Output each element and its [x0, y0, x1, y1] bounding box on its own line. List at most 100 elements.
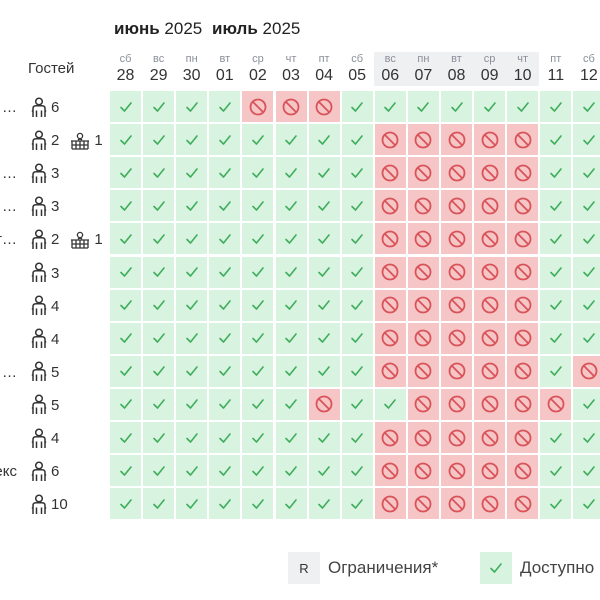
restricted-cell[interactable] [474, 455, 506, 487]
available-cell[interactable] [275, 322, 307, 354]
restricted-cell[interactable] [474, 190, 506, 222]
available-cell[interactable] [341, 322, 373, 354]
available-cell[interactable] [110, 124, 141, 156]
available-cell[interactable] [275, 388, 307, 420]
available-cell[interactable] [573, 322, 600, 354]
available-cell[interactable] [275, 455, 307, 487]
available-cell[interactable] [209, 190, 241, 222]
available-cell[interactable] [143, 355, 175, 387]
restricted-cell[interactable] [407, 355, 439, 387]
restricted-cell[interactable] [374, 256, 406, 288]
restricted-cell[interactable] [441, 455, 472, 487]
available-cell[interactable] [341, 388, 373, 420]
available-cell[interactable] [341, 289, 373, 321]
restricted-cell[interactable] [407, 223, 439, 255]
restricted-cell[interactable] [474, 124, 506, 156]
available-cell[interactable] [209, 223, 241, 255]
available-cell[interactable] [573, 256, 600, 288]
available-cell[interactable] [275, 488, 307, 520]
available-cell[interactable] [441, 91, 472, 122]
restricted-cell[interactable] [407, 422, 439, 453]
available-cell[interactable] [143, 256, 175, 288]
available-cell[interactable] [242, 124, 274, 156]
restricted-cell[interactable] [441, 422, 472, 453]
available-cell[interactable] [176, 91, 208, 122]
available-cell[interactable] [242, 455, 274, 487]
available-cell[interactable] [176, 157, 208, 189]
available-cell[interactable] [573, 422, 600, 453]
room-name[interactable]: т… [0, 231, 17, 249]
available-cell[interactable] [573, 91, 600, 122]
available-cell[interactable] [143, 124, 175, 156]
available-cell[interactable] [209, 256, 241, 288]
available-cell[interactable] [143, 455, 175, 487]
restricted-cell[interactable] [441, 124, 472, 156]
restricted-cell[interactable] [441, 223, 472, 255]
available-cell[interactable] [110, 488, 141, 520]
available-cell[interactable] [110, 422, 141, 453]
restricted-cell[interactable] [441, 190, 472, 222]
available-cell[interactable] [540, 355, 572, 387]
restricted-cell[interactable] [441, 256, 472, 288]
available-cell[interactable] [341, 157, 373, 189]
restricted-cell[interactable] [374, 223, 406, 255]
available-cell[interactable] [374, 91, 406, 122]
restricted-cell[interactable] [507, 190, 539, 222]
restricted-cell[interactable] [507, 388, 539, 420]
available-cell[interactable] [341, 422, 373, 453]
available-cell[interactable] [275, 256, 307, 288]
restricted-cell[interactable] [507, 289, 539, 321]
restricted-cell[interactable] [507, 157, 539, 189]
available-cell[interactable] [176, 223, 208, 255]
available-cell[interactable] [209, 289, 241, 321]
restricted-cell[interactable] [374, 124, 406, 156]
available-cell[interactable] [275, 190, 307, 222]
restricted-cell[interactable] [374, 322, 406, 354]
available-cell[interactable] [540, 91, 572, 122]
available-cell[interactable] [573, 190, 600, 222]
restricted-cell[interactable] [441, 388, 472, 420]
available-cell[interactable] [242, 256, 274, 288]
available-cell[interactable] [540, 124, 572, 156]
restricted-cell[interactable] [374, 289, 406, 321]
available-cell[interactable] [540, 422, 572, 453]
available-cell[interactable] [407, 91, 439, 122]
available-cell[interactable] [143, 157, 175, 189]
restricted-cell[interactable] [308, 388, 340, 420]
restricted-cell[interactable] [374, 355, 406, 387]
available-cell[interactable] [209, 91, 241, 122]
restricted-cell[interactable] [540, 388, 572, 420]
available-cell[interactable] [540, 157, 572, 189]
restricted-cell[interactable] [407, 289, 439, 321]
restricted-cell[interactable] [407, 256, 439, 288]
available-cell[interactable] [242, 322, 274, 354]
available-cell[interactable] [143, 190, 175, 222]
available-cell[interactable] [573, 455, 600, 487]
restricted-cell[interactable] [407, 124, 439, 156]
available-cell[interactable] [540, 223, 572, 255]
available-cell[interactable] [110, 157, 141, 189]
available-cell[interactable] [275, 355, 307, 387]
available-cell[interactable] [110, 91, 141, 122]
available-cell[interactable] [540, 256, 572, 288]
available-cell[interactable] [209, 322, 241, 354]
available-cell[interactable] [143, 388, 175, 420]
available-cell[interactable] [341, 91, 373, 122]
restricted-cell[interactable] [507, 488, 539, 520]
restricted-cell[interactable] [474, 289, 506, 321]
available-cell[interactable] [110, 355, 141, 387]
available-cell[interactable] [176, 355, 208, 387]
available-cell[interactable] [143, 223, 175, 255]
available-cell[interactable] [242, 289, 274, 321]
restricted-cell[interactable] [374, 488, 406, 520]
available-cell[interactable] [242, 422, 274, 453]
available-cell[interactable] [176, 422, 208, 453]
available-cell[interactable] [341, 455, 373, 487]
available-cell[interactable] [540, 455, 572, 487]
restricted-cell[interactable] [474, 488, 506, 520]
restricted-cell[interactable] [374, 455, 406, 487]
restricted-cell[interactable] [441, 157, 472, 189]
available-cell[interactable] [540, 190, 572, 222]
restricted-cell[interactable] [242, 91, 274, 122]
available-cell[interactable] [573, 124, 600, 156]
